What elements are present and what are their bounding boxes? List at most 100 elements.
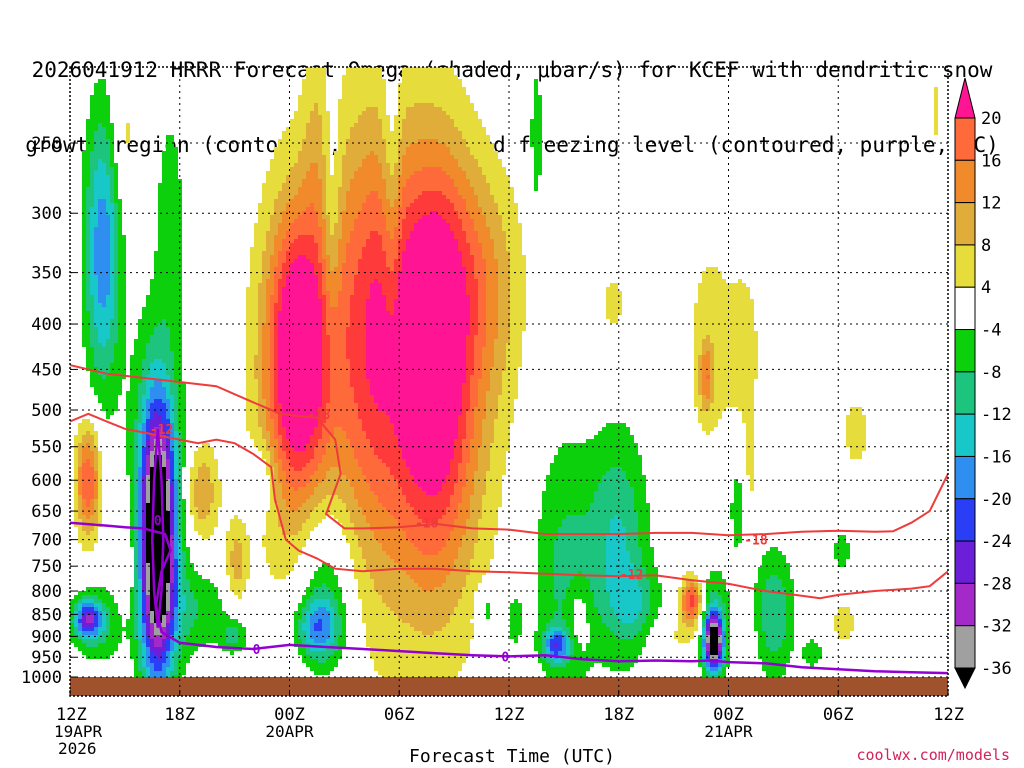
omega-cell xyxy=(306,115,310,119)
omega-cell xyxy=(86,247,90,251)
omega-cell xyxy=(486,279,490,283)
omega-cell xyxy=(438,283,442,287)
omega-cell xyxy=(306,135,310,139)
omega-cell xyxy=(174,203,178,207)
omega-cell xyxy=(482,183,486,187)
omega-cell xyxy=(482,203,486,207)
omega-cell xyxy=(482,159,486,163)
omega-cell xyxy=(258,315,262,319)
omega-cell xyxy=(382,79,386,83)
omega-cell xyxy=(510,235,514,239)
omega-cell xyxy=(462,299,466,303)
omega-cell xyxy=(434,151,438,155)
omega-cell xyxy=(502,279,506,283)
omega-cell xyxy=(378,267,382,271)
omega-cell xyxy=(286,171,290,175)
omega-cell xyxy=(418,155,422,159)
omega-cell xyxy=(742,311,746,315)
omega-cell xyxy=(250,255,254,259)
omega-cell xyxy=(90,215,94,219)
omega-cell xyxy=(162,199,166,203)
omega-cell xyxy=(370,223,374,227)
omega-cell xyxy=(738,323,742,327)
omega-cell xyxy=(82,327,86,331)
omega-cell xyxy=(466,311,470,315)
omega-cell xyxy=(730,291,734,295)
omega-cell xyxy=(538,155,542,159)
omega-cell xyxy=(286,179,290,183)
omega-cell xyxy=(342,83,346,87)
omega-cell xyxy=(362,303,366,307)
omega-cell xyxy=(486,295,490,299)
omega-cell xyxy=(450,243,454,247)
omega-cell xyxy=(94,175,98,179)
omega-cell xyxy=(482,323,486,327)
omega-cell xyxy=(310,143,314,147)
omega-cell xyxy=(710,295,714,299)
omega-cell xyxy=(486,199,490,203)
omega-cell xyxy=(430,207,434,211)
omega-cell xyxy=(338,159,342,163)
omega-cell xyxy=(370,311,374,315)
omega-cell xyxy=(166,263,170,267)
omega-cell xyxy=(322,319,326,323)
omega-cell xyxy=(370,215,374,219)
omega-cell xyxy=(94,215,98,219)
omega-cell xyxy=(314,67,318,71)
omega-cell xyxy=(310,79,314,83)
omega-cell xyxy=(454,235,458,239)
omega-cell xyxy=(426,183,430,187)
omega-cell xyxy=(462,283,466,287)
omega-cell xyxy=(430,163,434,167)
omega-cell xyxy=(490,227,494,231)
omega-cell xyxy=(154,303,158,307)
omega-cell xyxy=(402,103,406,107)
omega-cell xyxy=(82,331,86,335)
omega-cell xyxy=(502,267,506,271)
omega-cell xyxy=(306,227,310,231)
omega-cell xyxy=(438,311,442,315)
omega-cell xyxy=(122,279,126,283)
omega-cell xyxy=(406,67,410,71)
omega-cell xyxy=(174,311,178,315)
omega-cell xyxy=(534,79,538,83)
omega-cell xyxy=(170,187,174,191)
omega-cell xyxy=(482,251,486,255)
omega-cell xyxy=(318,247,322,251)
omega-cell xyxy=(158,267,162,271)
omega-cell xyxy=(366,191,370,195)
omega-cell xyxy=(94,167,98,171)
omega-cell xyxy=(322,263,326,267)
omega-cell xyxy=(394,299,398,303)
omega-cell xyxy=(342,175,346,179)
omega-cell xyxy=(402,199,406,203)
omega-cell xyxy=(722,291,726,295)
omega-cell xyxy=(114,323,118,327)
omega-cell xyxy=(402,251,406,255)
omega-cell xyxy=(350,79,354,83)
omega-cell xyxy=(434,67,438,71)
omega-cell xyxy=(618,295,622,299)
omega-cell xyxy=(470,315,474,319)
omega-cell xyxy=(442,71,446,75)
omega-cell xyxy=(106,99,110,103)
omega-cell xyxy=(486,151,490,155)
omega-cell xyxy=(406,327,410,331)
omega-cell xyxy=(82,311,86,315)
omega-cell xyxy=(346,287,350,291)
omega-cell xyxy=(482,207,486,211)
omega-cell xyxy=(306,67,310,71)
omega-cell xyxy=(314,115,318,119)
omega-cell xyxy=(742,299,746,303)
omega-cell xyxy=(378,143,382,147)
omega-cell xyxy=(106,323,110,327)
omega-cell xyxy=(462,219,466,223)
omega-cell xyxy=(98,307,102,311)
omega-cell xyxy=(462,231,466,235)
omega-cell xyxy=(310,95,314,99)
omega-cell xyxy=(278,267,282,271)
omega-cell xyxy=(290,295,294,299)
omega-cell xyxy=(326,259,330,263)
omega-cell xyxy=(454,307,458,311)
omega-cell xyxy=(102,283,106,287)
